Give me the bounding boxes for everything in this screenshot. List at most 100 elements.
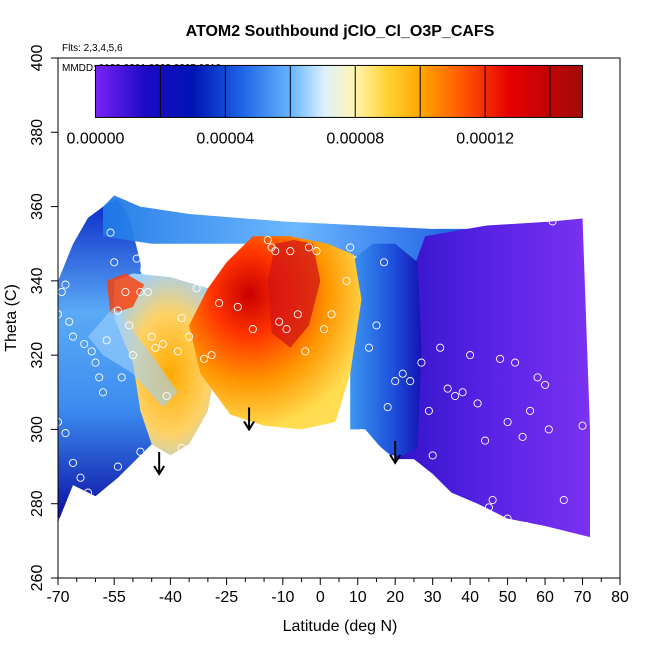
sample-point <box>185 332 194 341</box>
tropopause-arrowhead <box>153 465 166 476</box>
sample-point <box>406 377 415 386</box>
sample-point <box>319 325 329 334</box>
sample-point <box>312 247 321 256</box>
sample-point <box>334 425 344 434</box>
field-north <box>395 217 590 538</box>
sample-point <box>346 243 355 252</box>
sample-point <box>342 276 351 285</box>
sample-point <box>98 514 108 523</box>
y-tick-label: 280 <box>29 490 46 517</box>
flights-note: Flts: 2,3,4,5,6 <box>62 43 123 54</box>
sample-point <box>533 373 542 382</box>
sample-point <box>245 432 254 441</box>
sample-point <box>113 306 122 315</box>
sample-point <box>98 388 108 397</box>
sample-point <box>80 339 89 349</box>
x-axis-label: Latitude (deg N) <box>283 618 398 635</box>
x-tick-label: 60 <box>536 589 554 606</box>
sample-point <box>364 343 374 352</box>
sample-point <box>166 265 175 274</box>
sample-point <box>91 358 100 367</box>
sample-point <box>443 384 452 393</box>
sample-point <box>473 399 482 408</box>
x-tick-label: 80 <box>611 589 629 606</box>
field-south-red <box>106 273 145 315</box>
tropopause-arrowhead <box>243 420 255 432</box>
field-tropics-core <box>267 240 321 348</box>
sample-point <box>87 347 96 356</box>
x-tick-label: -55 <box>103 589 126 606</box>
sample-point <box>417 358 426 367</box>
sample-point <box>451 391 460 401</box>
sample-point <box>275 317 284 326</box>
sample-point <box>136 447 145 456</box>
sample-point <box>503 417 512 427</box>
sample-point <box>200 354 209 363</box>
colorbar-tick-label: 0.00008 <box>326 130 384 147</box>
sample-point <box>559 495 568 505</box>
x-tick-label: 50 <box>499 589 517 606</box>
sample-point <box>102 336 111 345</box>
sample-point <box>143 287 152 297</box>
sample-point <box>488 495 497 505</box>
sample-point <box>132 254 141 263</box>
colorbar-tick-label: 0.00012 <box>456 130 514 147</box>
sample-point <box>248 325 257 334</box>
sample-point <box>526 406 535 415</box>
x-tick-label: 0 <box>316 589 325 606</box>
x-tick-label: -10 <box>271 589 294 606</box>
sample-point <box>117 373 126 382</box>
x-tick-label: -25 <box>215 589 238 606</box>
sample-point <box>76 473 85 482</box>
y-tick-label: 260 <box>29 565 46 592</box>
sample-point <box>428 451 437 460</box>
sample-point <box>196 432 205 441</box>
y-tick-label: 340 <box>29 267 46 294</box>
sample-point <box>541 380 550 389</box>
sample-point <box>177 443 186 453</box>
x-tick-label: -40 <box>159 589 182 606</box>
sample-point <box>548 217 557 226</box>
sample-point <box>158 339 167 349</box>
sample-point <box>162 391 171 401</box>
sample-point <box>522 521 531 531</box>
field-light-band <box>88 306 178 408</box>
sample-point <box>484 503 493 512</box>
y-tick-label: 400 <box>29 45 46 72</box>
y-tick-label: 300 <box>29 416 46 443</box>
colorbar-bar <box>94 64 584 118</box>
sample-point <box>271 247 280 256</box>
sample-point <box>304 243 314 252</box>
below-tropopause-mask <box>58 429 620 578</box>
sample-point <box>95 373 104 382</box>
sample-point <box>357 429 366 438</box>
y-axis-label: Theta (C) <box>3 284 20 352</box>
sample-point <box>110 258 119 267</box>
sample-point <box>106 228 115 237</box>
sample-point <box>391 377 400 386</box>
sample-points <box>53 217 587 542</box>
sample-point <box>447 499 456 508</box>
y-tick-label: 380 <box>29 119 46 146</box>
sample-point <box>128 351 137 360</box>
sample-point <box>151 343 160 352</box>
sample-point <box>503 514 512 523</box>
sample-point <box>578 421 587 430</box>
x-tick-label: 10 <box>349 589 367 606</box>
tropopause-markers <box>153 407 402 476</box>
sample-point <box>496 354 505 363</box>
sample-point <box>91 495 100 505</box>
x-tick-label: 40 <box>461 589 479 606</box>
x-tick-label: 30 <box>424 589 442 606</box>
sample-point <box>436 343 445 352</box>
sample-point <box>113 462 122 471</box>
sample-point <box>398 369 407 378</box>
colorbar-tick-label: 0.00004 <box>196 130 254 147</box>
tropopause-arrowhead <box>389 454 402 465</box>
sample-point <box>207 351 216 360</box>
sample-point <box>121 287 130 297</box>
sample-point <box>83 488 93 497</box>
sample-point <box>372 321 381 330</box>
sample-point <box>518 432 527 441</box>
